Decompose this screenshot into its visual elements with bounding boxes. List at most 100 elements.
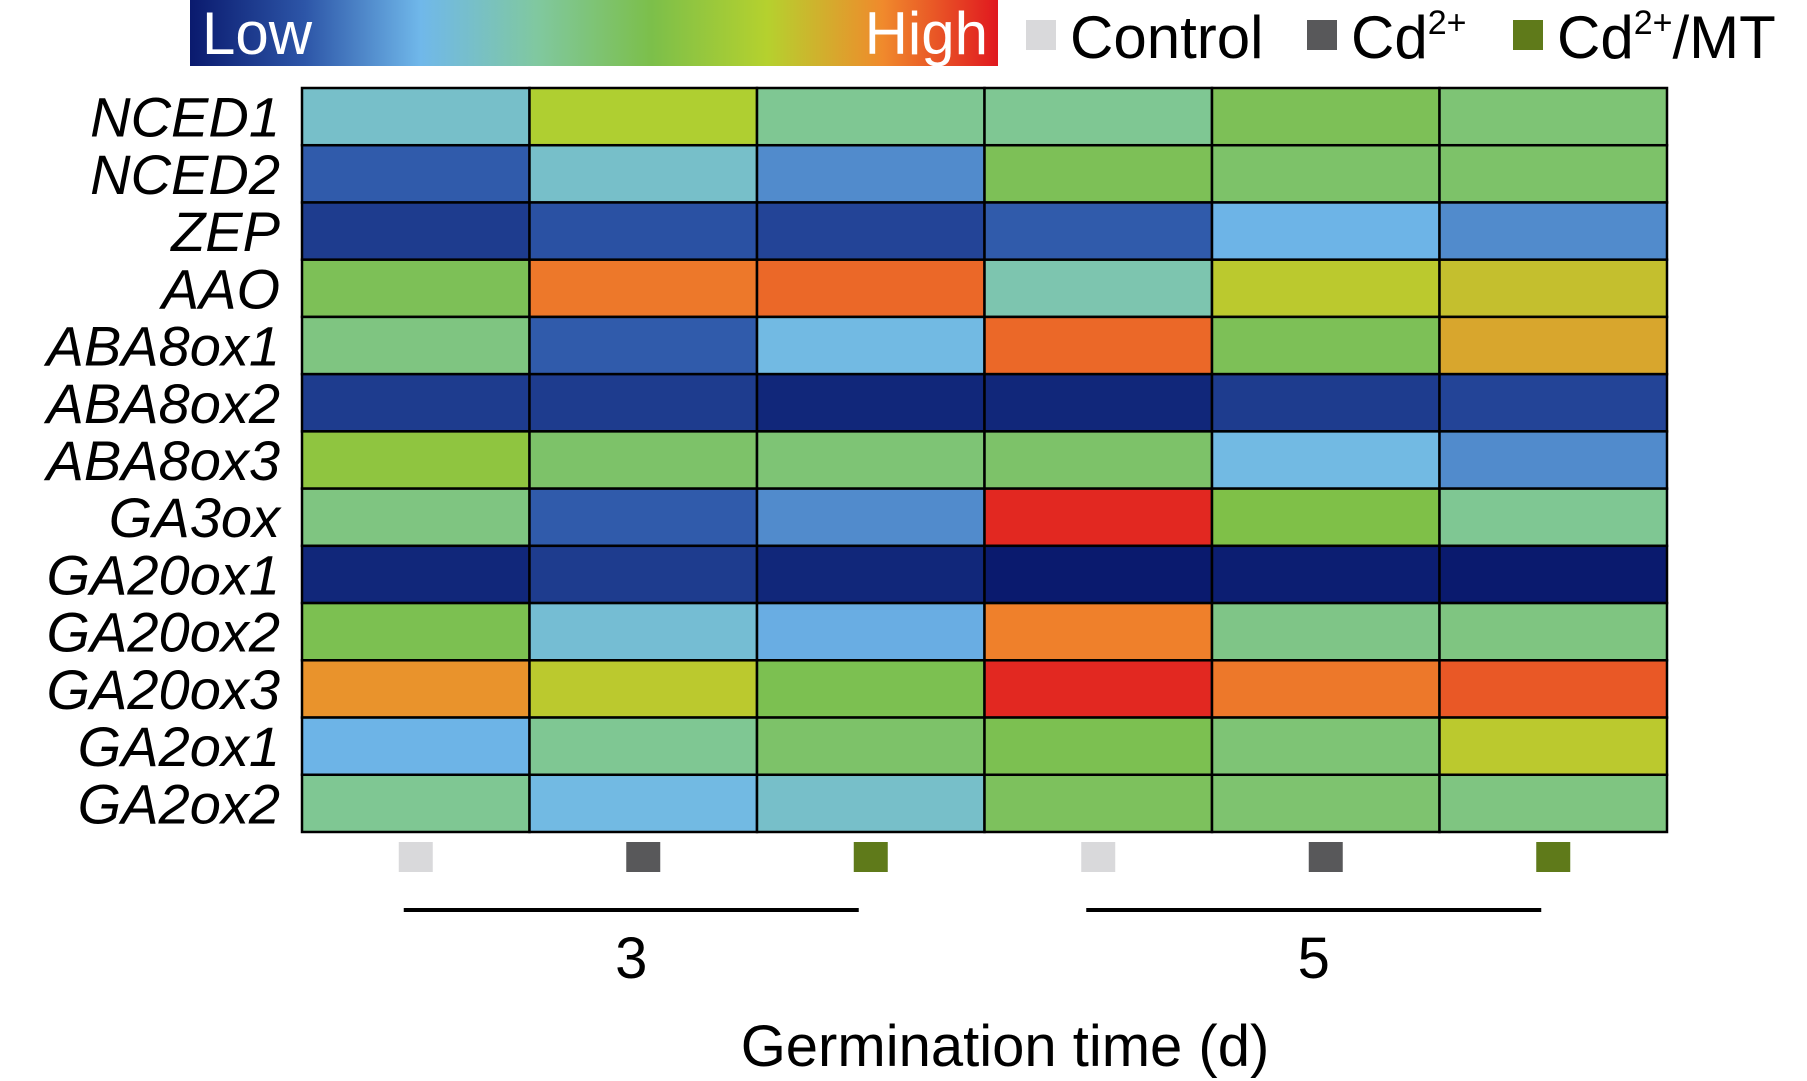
heatmap-cell xyxy=(1438,716,1669,777)
heatmap-cell xyxy=(1210,544,1441,605)
scale-high-label: High xyxy=(865,0,988,67)
heatmap-cell xyxy=(300,143,531,204)
heatmap-cell xyxy=(300,773,531,834)
heatmap-cell xyxy=(528,544,759,605)
heatmap-cell xyxy=(528,86,759,147)
group-label: 3 xyxy=(615,926,647,991)
heatmap-cell xyxy=(528,659,759,719)
heatmap-cell xyxy=(983,315,1214,376)
heatmap-cell xyxy=(1438,258,1669,319)
heatmap-cell xyxy=(300,544,531,605)
scale-low-label: Low xyxy=(202,0,313,67)
heatmap-cell xyxy=(983,86,1214,147)
heatmap-cell xyxy=(983,773,1214,834)
heatmap-cell xyxy=(755,487,986,548)
legend-swatch xyxy=(1026,20,1056,50)
legend-label: Control xyxy=(1070,4,1263,71)
heatmap-cell xyxy=(983,430,1214,490)
legend-label: Cd2+ xyxy=(1351,4,1466,71)
heatmap-cell xyxy=(983,659,1214,719)
heatmap-cell xyxy=(983,544,1214,605)
heatmap-cell xyxy=(755,258,986,319)
heatmap-cell xyxy=(1438,86,1669,147)
heatmap-cell xyxy=(1438,372,1669,433)
heatmap-cell xyxy=(300,201,531,261)
gene-label: GA2ox1 xyxy=(78,715,280,778)
heatmap-cell xyxy=(1210,601,1441,662)
heatmap-cell xyxy=(983,716,1214,777)
heatmap-cell xyxy=(755,315,986,376)
heatmap-cell xyxy=(755,773,986,834)
column-marker xyxy=(398,842,433,872)
heatmap-cell xyxy=(1210,315,1441,376)
heatmap-cell xyxy=(1210,201,1441,261)
heatmap-cell xyxy=(528,487,759,548)
heatmap-cell xyxy=(300,372,531,433)
heatmap-cell xyxy=(755,86,986,147)
gene-label: ABA8ox1 xyxy=(44,315,281,378)
heatmap-cell xyxy=(755,544,986,605)
color-scale: Low High xyxy=(190,0,998,67)
heatmap-cell xyxy=(1438,201,1669,261)
heatmap-cell xyxy=(1210,430,1441,490)
heatmap-cell xyxy=(1438,487,1669,548)
color-scale-bar xyxy=(190,0,998,66)
gene-label: NCED1 xyxy=(90,86,280,149)
column-marker xyxy=(1081,842,1116,872)
heatmap-cell xyxy=(528,430,759,490)
heatmap-cell xyxy=(528,773,759,834)
heatmap-cell xyxy=(983,201,1214,261)
heatmap-cell xyxy=(755,716,986,777)
heatmap-cells xyxy=(300,86,1669,834)
heatmap-cell xyxy=(1438,430,1669,490)
heatmap-cell xyxy=(755,143,986,204)
heatmap-cell xyxy=(300,430,531,490)
heatmap-cell xyxy=(300,258,531,319)
gene-label: ZEP xyxy=(169,200,280,263)
heatmap-cell xyxy=(755,601,986,662)
heatmap-cell xyxy=(528,372,759,433)
heatmap-cell xyxy=(300,601,531,662)
x-axis-title: Germination time (d) xyxy=(741,1014,1270,1079)
gene-label: GA2ox2 xyxy=(78,772,280,835)
heatmap-cell xyxy=(755,372,986,433)
heatmap-cell xyxy=(1438,601,1669,662)
column-markers xyxy=(398,842,1571,872)
gene-label: ABA8ox2 xyxy=(44,372,281,435)
column-marker xyxy=(1308,842,1343,872)
heatmap-cell xyxy=(528,601,759,662)
heatmap-cell xyxy=(755,430,986,490)
legend-swatch xyxy=(1307,20,1337,50)
heatmap-cell xyxy=(300,659,531,719)
column-marker xyxy=(626,842,661,872)
gene-label: GA20ox3 xyxy=(47,658,281,721)
heatmap-cell xyxy=(300,315,531,376)
legend: Control Cd2+ Cd2+/MT xyxy=(1026,4,1776,71)
legend-swatch xyxy=(1513,20,1543,50)
heatmap-cell xyxy=(1210,773,1441,834)
heatmap-cell xyxy=(755,659,986,719)
column-marker xyxy=(853,842,888,872)
gene-label: GA20ox2 xyxy=(47,601,281,664)
heatmap-cell xyxy=(528,716,759,777)
heatmap-cell xyxy=(528,201,759,261)
heatmap-cell xyxy=(528,143,759,204)
gene-label: AAO xyxy=(159,257,280,320)
legend-label: Cd2+/MT xyxy=(1557,4,1776,71)
heatmap-cell xyxy=(1210,372,1441,433)
group-label: 5 xyxy=(1298,926,1330,991)
heatmap-cell xyxy=(983,601,1214,662)
heatmap-cell xyxy=(1438,315,1669,376)
gene-label: GA3ox xyxy=(109,486,282,549)
heatmap-cell xyxy=(983,143,1214,204)
heatmap-cell xyxy=(1438,143,1669,204)
heatmap-cell xyxy=(528,258,759,319)
heatmap-cell xyxy=(1210,659,1441,719)
heatmap-cell xyxy=(755,201,986,261)
heatmap-cell xyxy=(1438,659,1669,719)
gene-label: ABA8ox3 xyxy=(44,429,281,492)
gene-labels: NCED1NCED2ZEPAAOABA8ox1ABA8ox2ABA8ox3GA3… xyxy=(44,86,282,836)
heatmap-cell xyxy=(300,86,531,147)
